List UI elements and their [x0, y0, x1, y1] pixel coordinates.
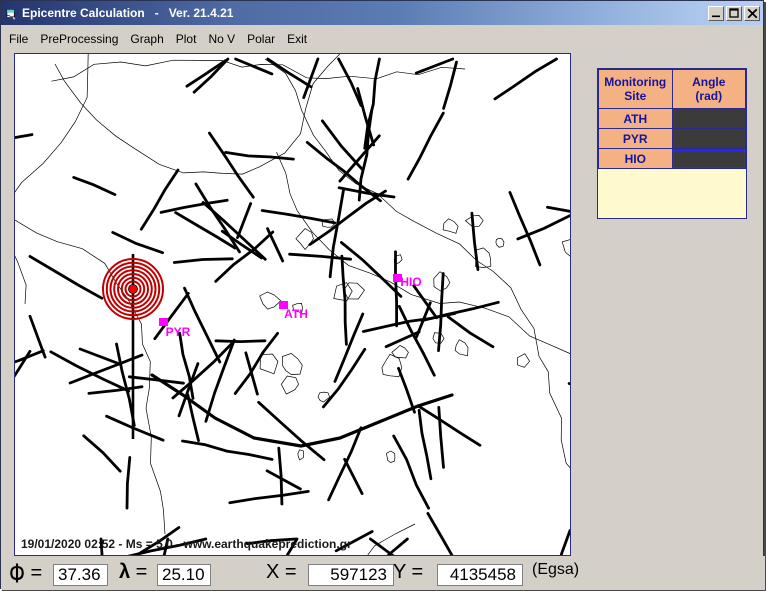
- svg-text:PYR: PYR: [166, 325, 191, 339]
- svg-text:HIO: HIO: [400, 275, 421, 289]
- svg-text:ATH: ATH: [284, 307, 308, 321]
